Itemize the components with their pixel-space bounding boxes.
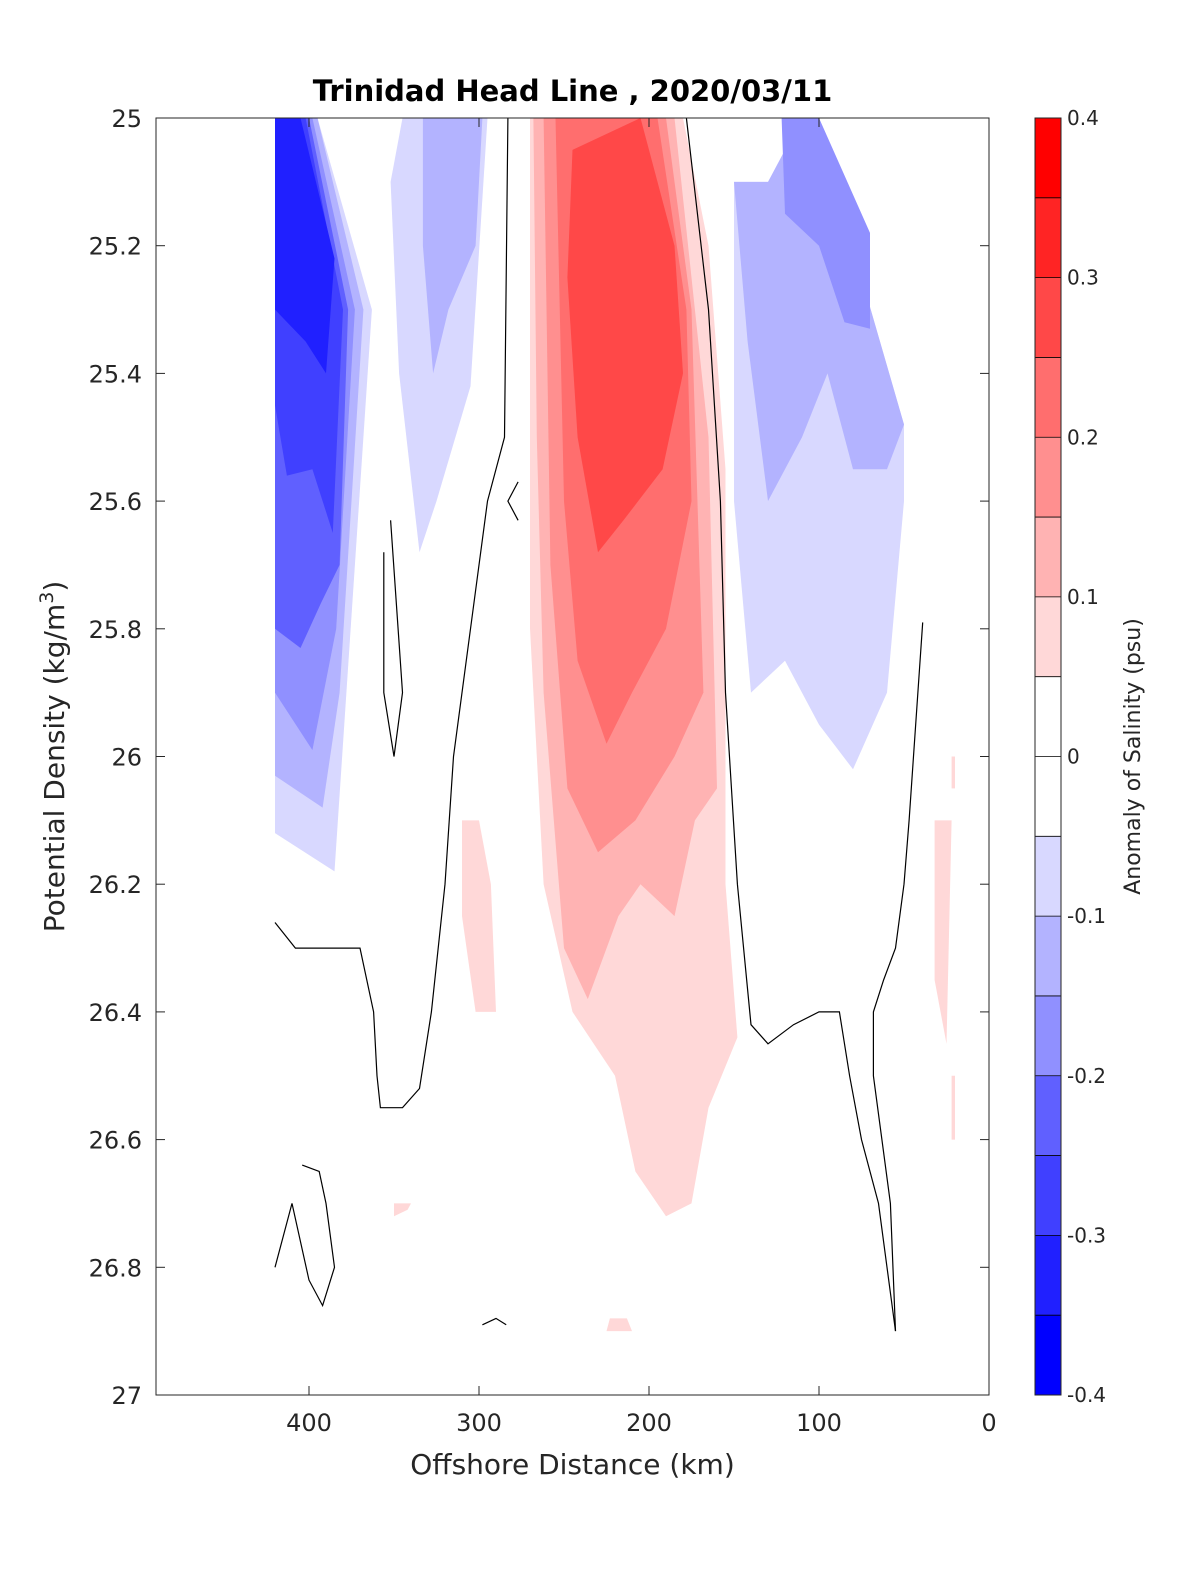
- contour-fill-region-17: [934, 820, 952, 1044]
- colorbar-segment: [1035, 1315, 1061, 1395]
- colorbar-tick-label: 0.3: [1067, 266, 1099, 290]
- x-tick-label: 200: [626, 1409, 672, 1437]
- zero-contour-line-6: [482, 1317, 507, 1326]
- colorbar-segment: [1035, 916, 1061, 996]
- x-axis-title: Offshore Distance (km): [410, 1448, 735, 1481]
- y-axis-title-superscript: 3: [36, 592, 58, 604]
- colorbar-segment: [1035, 1155, 1061, 1236]
- y-axis-title-main: Potential Density (kg/m: [38, 604, 71, 933]
- colorbar-segment: [1035, 277, 1061, 358]
- contour-fill-region-7: [422, 118, 483, 374]
- contour-fill-region-21: [394, 1203, 411, 1217]
- y-tick-label: 26: [111, 744, 142, 772]
- zero-contour-line-0: [274, 118, 509, 1109]
- zero-contour-line-2: [872, 622, 924, 1332]
- y-tick-label: 25.8: [89, 616, 142, 644]
- colorbar-tick-label: -0.3: [1067, 1223, 1106, 1247]
- contour-fill-region-16: [462, 820, 496, 1012]
- contour-fill-region-9: [734, 118, 904, 502]
- y-tick-label: 26.6: [89, 1127, 142, 1155]
- colorbar-segment: [1035, 118, 1061, 198]
- plot-area: 400 300 200 100 0 25 25.2 25.4 25.6 25.8 26 26.2 26.…: [89, 105, 997, 1437]
- y-axis-title-end: ): [38, 581, 71, 592]
- y-tick-label: 25.4: [89, 360, 142, 388]
- y-tick-label: 26.8: [89, 1254, 142, 1282]
- chart-title: Trinidad Head Line , 2020/03/11: [313, 74, 833, 108]
- contour-fill-region-15: [567, 118, 683, 553]
- colorbar-segment: [1035, 676, 1061, 757]
- colorbar: -0.4 -0.3 -0.2 -0.1 0 0.1 0.2 0.3 0.4: [1034, 106, 1106, 1407]
- zero-contour-lines: [274, 118, 924, 1332]
- colorbar-tick-label: -0.4: [1067, 1383, 1106, 1407]
- colorbar-tick-label: -0.2: [1067, 1064, 1106, 1088]
- filled-contours: [275, 118, 955, 1332]
- colorbar-segment: [1035, 1075, 1061, 1156]
- colorbar-tick-label: -0.1: [1067, 904, 1106, 928]
- colorbar-segment: [1035, 1235, 1061, 1316]
- colorbar-segment: [1035, 437, 1061, 518]
- contour-fill-region-5: [275, 118, 335, 374]
- colorbar-frame: [1034, 117, 1062, 1396]
- zero-contour-line-4: [507, 481, 519, 521]
- colorbar-tick-label: 0.1: [1067, 585, 1099, 609]
- zero-contour-line-1: [685, 118, 897, 1332]
- colorbar-segment: [1035, 517, 1061, 597]
- y-axis-title: Potential Density (kg/m3): [36, 581, 71, 933]
- colorbar-tick-label: 0.4: [1067, 106, 1099, 130]
- x-tick-label: 0: [981, 1409, 996, 1437]
- colorbar-tick-label: 0.2: [1067, 425, 1099, 449]
- y-tick-label: 27: [111, 1382, 142, 1410]
- contour-fill-region-20: [606, 1318, 632, 1332]
- y-tick-label: 25.6: [89, 488, 142, 516]
- zero-contour-line-3: [383, 520, 404, 757]
- colorbar-segment: [1035, 197, 1061, 278]
- zero-contour-line-5: [274, 1164, 336, 1308]
- contour-fill-region-19: [951, 756, 955, 789]
- contour-fill-region-10: [781, 118, 870, 329]
- colorbar-segment: [1035, 596, 1061, 677]
- x-tick-label: 300: [456, 1409, 502, 1437]
- colorbar-segment: [1035, 756, 1061, 837]
- x-tick-label: 400: [286, 1409, 332, 1437]
- y-tick-label: 26.2: [89, 871, 142, 899]
- colorbar-tick-label: 0: [1067, 745, 1080, 769]
- contour-fill-region-18: [951, 1075, 955, 1140]
- colorbar-segment: [1035, 357, 1061, 438]
- y-tick-label: 25.2: [89, 233, 142, 261]
- colorbar-segment: [1035, 995, 1061, 1076]
- y-tick-label: 25: [111, 105, 142, 133]
- colorbar-segment: [1035, 836, 1061, 917]
- y-tick-label: 26.4: [89, 999, 142, 1027]
- x-tick-label: 100: [796, 1409, 842, 1437]
- colorbar-title: Anomaly of Salinity (psu): [1121, 618, 1146, 895]
